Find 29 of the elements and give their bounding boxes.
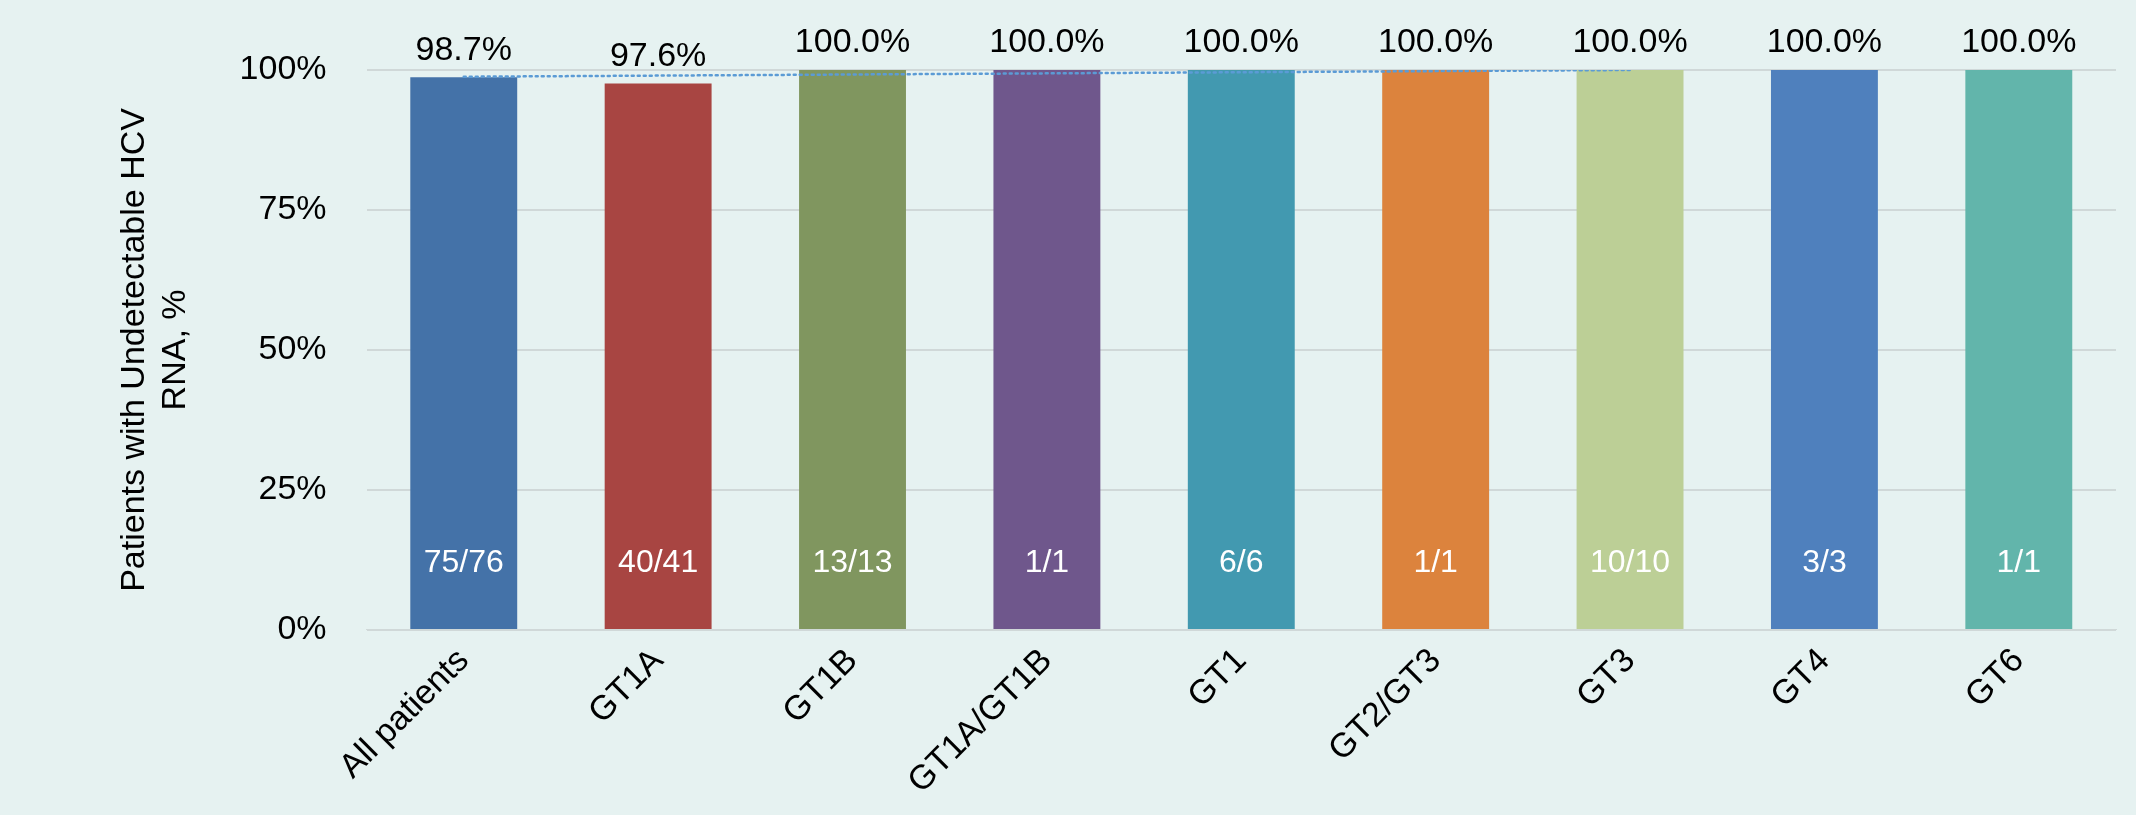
data-label: 100.0% (1766, 21, 1883, 60)
x-tick-label: GT6 (1956, 640, 2031, 714)
annotation: 3/3 (1802, 542, 1847, 579)
data-label: 100.0% (1183, 21, 1299, 60)
data-label: 98.7% (415, 28, 512, 67)
data-label: 100.0% (1961, 21, 2077, 60)
data-label: 100.0% (794, 21, 911, 60)
y-tick-label: 25% (258, 468, 327, 507)
annotation: 6/6 (1219, 542, 1264, 579)
y-tick-label: 50% (258, 328, 327, 367)
y-tick-label: 100% (239, 48, 327, 87)
data-label: 100.0% (1572, 21, 1688, 60)
x-tick-label: GT3 (1568, 640, 1642, 714)
x-tick-label: GT1 (1179, 640, 1253, 714)
x-tick-label: GT4 (1762, 640, 1837, 714)
data-label: 97.6% (609, 34, 707, 73)
annotation: 40/41 (618, 542, 699, 579)
data-label: 100.0% (989, 21, 1105, 60)
y-axis-title: Patients with Undetectable HCV RNA, % (112, 107, 192, 592)
y-tick-label: 75% (258, 188, 327, 227)
data-label: 100.0% (1378, 21, 1494, 60)
annotation: 1/1 (1996, 542, 2042, 579)
annotation: 13/13 (812, 542, 893, 579)
y-tick-label: 0% (277, 608, 327, 647)
annotation: 1/1 (1024, 542, 1070, 579)
annotation: 10/10 (1590, 542, 1671, 579)
line-series (462, 70, 1632, 78)
annotation: 1/1 (1413, 542, 1458, 579)
annotation: 75/76 (423, 542, 504, 579)
